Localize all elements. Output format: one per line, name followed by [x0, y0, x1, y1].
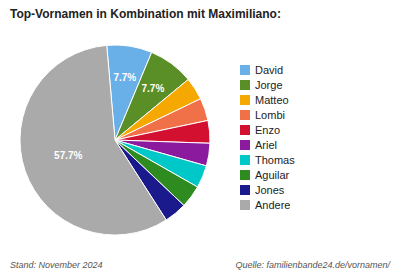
legend-label: David — [255, 64, 283, 76]
legend-swatch — [240, 125, 250, 135]
legend-item: David — [240, 64, 283, 76]
data-label: 7.7% — [113, 72, 136, 83]
legend-swatch — [240, 170, 250, 180]
legend-item: Lombi — [240, 109, 285, 121]
chart: Top-Vornamen in Kombination mit Maximili… — [0, 0, 400, 276]
legend-item: Thomas — [240, 154, 295, 166]
legend-item: Jones — [240, 184, 285, 196]
legend-item: Aguilar — [240, 169, 290, 181]
legend-item: Enzo — [240, 124, 280, 136]
legend-item: Jorge — [240, 79, 283, 91]
legend-label: Thomas — [255, 154, 295, 166]
legend-label: Ariel — [255, 139, 277, 151]
legend-item: Matteo — [240, 94, 289, 106]
legend-swatch — [240, 110, 250, 120]
legend-label: Jones — [255, 184, 285, 196]
annotation: Stand: November 2024 — [10, 260, 103, 270]
legend-label: Enzo — [255, 124, 280, 136]
slice — [20, 45, 166, 235]
legend-label: Matteo — [255, 94, 289, 106]
legend-swatch — [240, 185, 250, 195]
annotation: Quelle: familienbande24.de/vornamen/ — [235, 260, 391, 270]
legend-swatch — [240, 80, 250, 90]
data-label: 7.7% — [142, 83, 165, 94]
legend-label: Jorge — [255, 79, 283, 91]
legend-label: Andere — [255, 199, 290, 211]
data-label: 57.7% — [54, 150, 82, 161]
legend-swatch — [240, 140, 250, 150]
title: Top-Vornamen in Kombination mit Maximili… — [10, 7, 281, 21]
slice — [115, 120, 210, 143]
legend-item: Ariel — [240, 139, 277, 151]
legend-label: Aguilar — [255, 169, 290, 181]
legend: David Jorge Matteo Lombi Enzo Ariel Thomas Agui… — [240, 64, 295, 211]
legend-swatch — [240, 200, 250, 210]
pie: 7.7% 7.7% 57.7% — [20, 45, 210, 235]
legend-swatch — [240, 155, 250, 165]
legend-item: Andere — [240, 199, 290, 211]
legend-swatch — [240, 65, 250, 75]
legend-label: Lombi — [255, 109, 285, 121]
legend-swatch — [240, 95, 250, 105]
